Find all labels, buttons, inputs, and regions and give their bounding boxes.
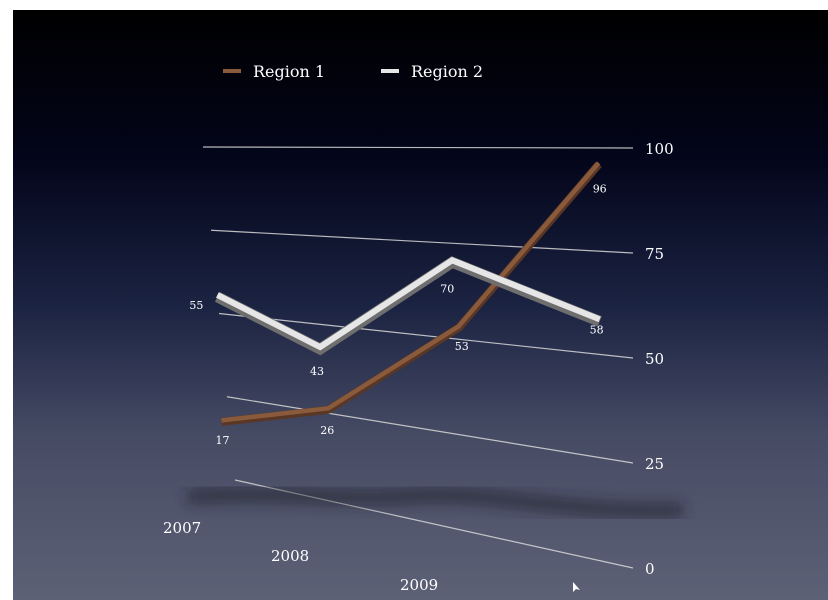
y-tick-label: 75	[645, 245, 664, 263]
data-label: 70	[440, 282, 454, 295]
series-line	[216, 256, 601, 351]
y-tick-label: 50	[645, 350, 664, 368]
legend-label: Region 2	[411, 62, 483, 81]
gridline	[218, 312, 634, 359]
y-tick-label: 0	[645, 560, 655, 578]
series-line-bevel	[214, 256, 602, 356]
gridline	[226, 396, 634, 464]
y-tick-label: 100	[645, 140, 674, 158]
series-2	[214, 256, 602, 356]
data-label: 43	[310, 365, 324, 378]
data-label: 58	[590, 323, 604, 336]
y-tick-label: 25	[645, 455, 664, 473]
data-label: 26	[320, 424, 334, 437]
legend-label: Region 1	[253, 62, 325, 81]
chart-stage: 0 25 50 75 100 2007 2008 2009 17 26 53 96 55 43 70 58 …	[13, 10, 828, 600]
data-label: 53	[455, 340, 469, 353]
series-line	[221, 161, 601, 423]
floor-shadow	[187, 487, 684, 518]
gridline	[210, 229, 634, 254]
legend-item: Region 2	[381, 62, 483, 81]
x-tick-label: 2009	[400, 576, 438, 594]
legend-item: Region 1	[223, 62, 325, 81]
series-1	[221, 161, 602, 426]
data-label: 96	[593, 182, 607, 195]
gridline	[202, 146, 634, 149]
x-tick-label: 2007	[163, 519, 201, 537]
x-tick-label: 2008	[271, 547, 309, 565]
data-label: 55	[189, 299, 203, 312]
data-label: 17	[215, 434, 229, 447]
